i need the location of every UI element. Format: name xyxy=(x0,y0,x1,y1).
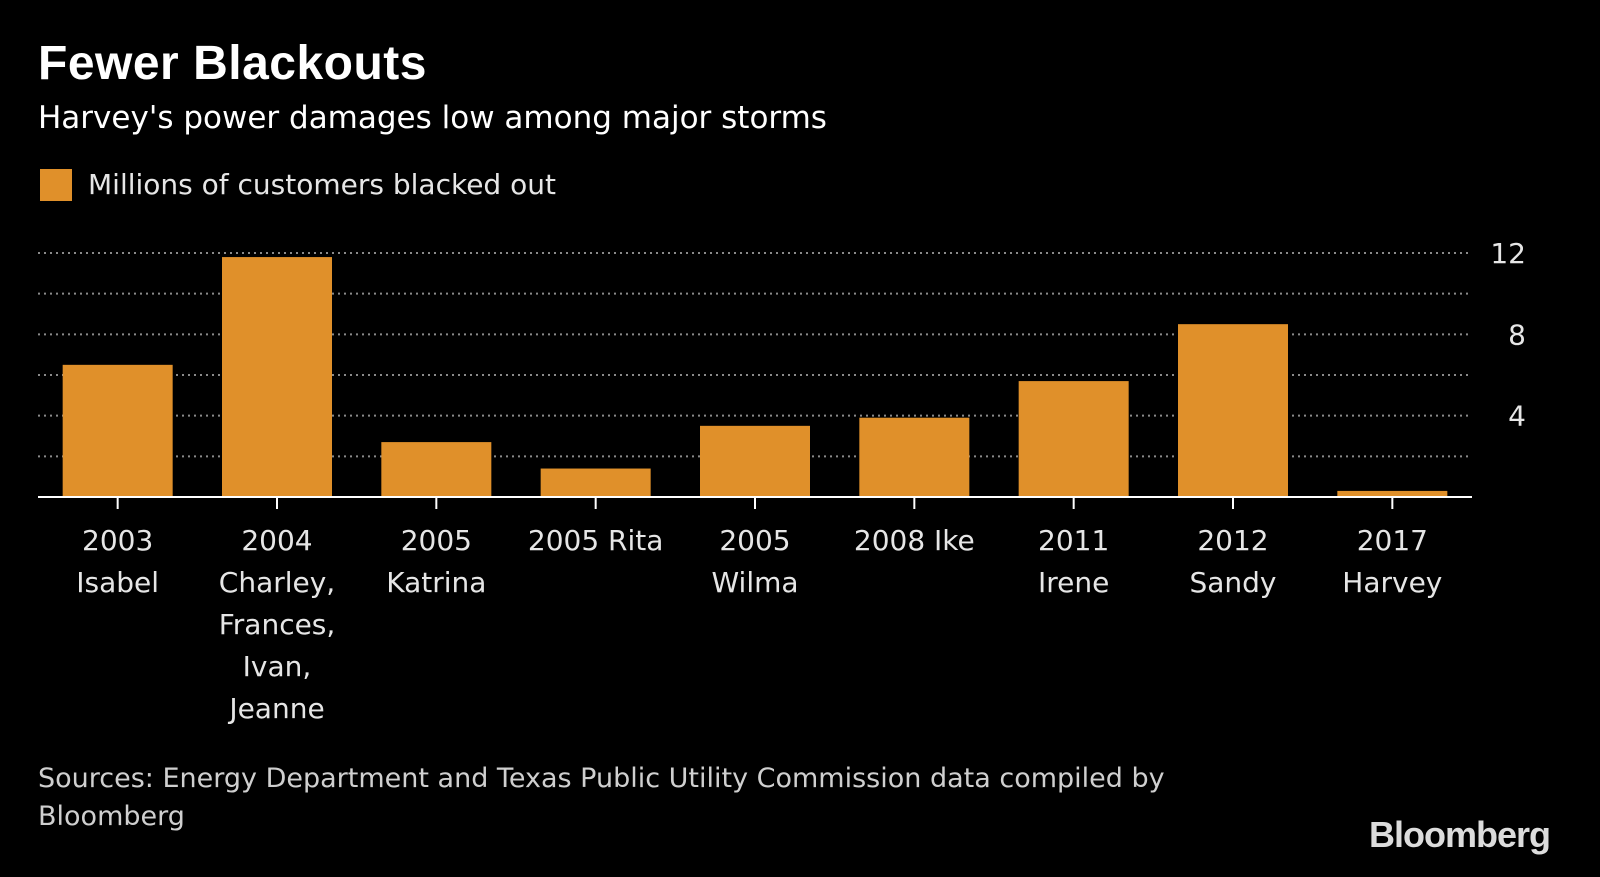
bar xyxy=(700,425,810,497)
x-tick-label: 2008 Ike xyxy=(854,524,975,557)
x-tick-label: 2004 Charley, Frances, Ivan, Jeanne xyxy=(219,524,336,725)
x-tick-label: 2003 Isabel xyxy=(76,524,159,599)
x-tick-label: 2012 Sandy xyxy=(1189,524,1276,599)
bar xyxy=(540,468,651,497)
x-tick-label: 2017 Harvey xyxy=(1342,524,1442,599)
legend-label: Millions of customers blacked out xyxy=(88,168,556,201)
x-tick-label: 2005 Rita xyxy=(528,524,664,557)
legend-swatch xyxy=(40,168,72,201)
bar xyxy=(859,417,970,497)
bar xyxy=(381,442,492,497)
bar xyxy=(1018,381,1129,497)
bar xyxy=(1337,490,1448,497)
x-tick-label: 2005 Katrina xyxy=(386,524,486,599)
bloomberg-logo: Bloomberg xyxy=(1368,814,1551,855)
legend: Millions of customers blacked out xyxy=(40,168,556,201)
chart-title: Fewer Blackouts xyxy=(38,37,427,90)
bar xyxy=(222,257,332,497)
chart-subtitle: Harvey's power damages low among major s… xyxy=(38,100,827,136)
y-tick-label: 4 xyxy=(1508,400,1526,433)
x-tick-label: 2011 Irene xyxy=(1038,524,1109,599)
y-tick-label: 8 xyxy=(1508,318,1526,351)
bar xyxy=(1178,324,1288,497)
y-tick-label: 12 xyxy=(1490,237,1526,270)
bar xyxy=(62,364,173,497)
source-note: Sources: Energy Department and Texas Pub… xyxy=(38,763,1165,832)
x-tick-label: 2005 Wilma xyxy=(711,524,798,599)
